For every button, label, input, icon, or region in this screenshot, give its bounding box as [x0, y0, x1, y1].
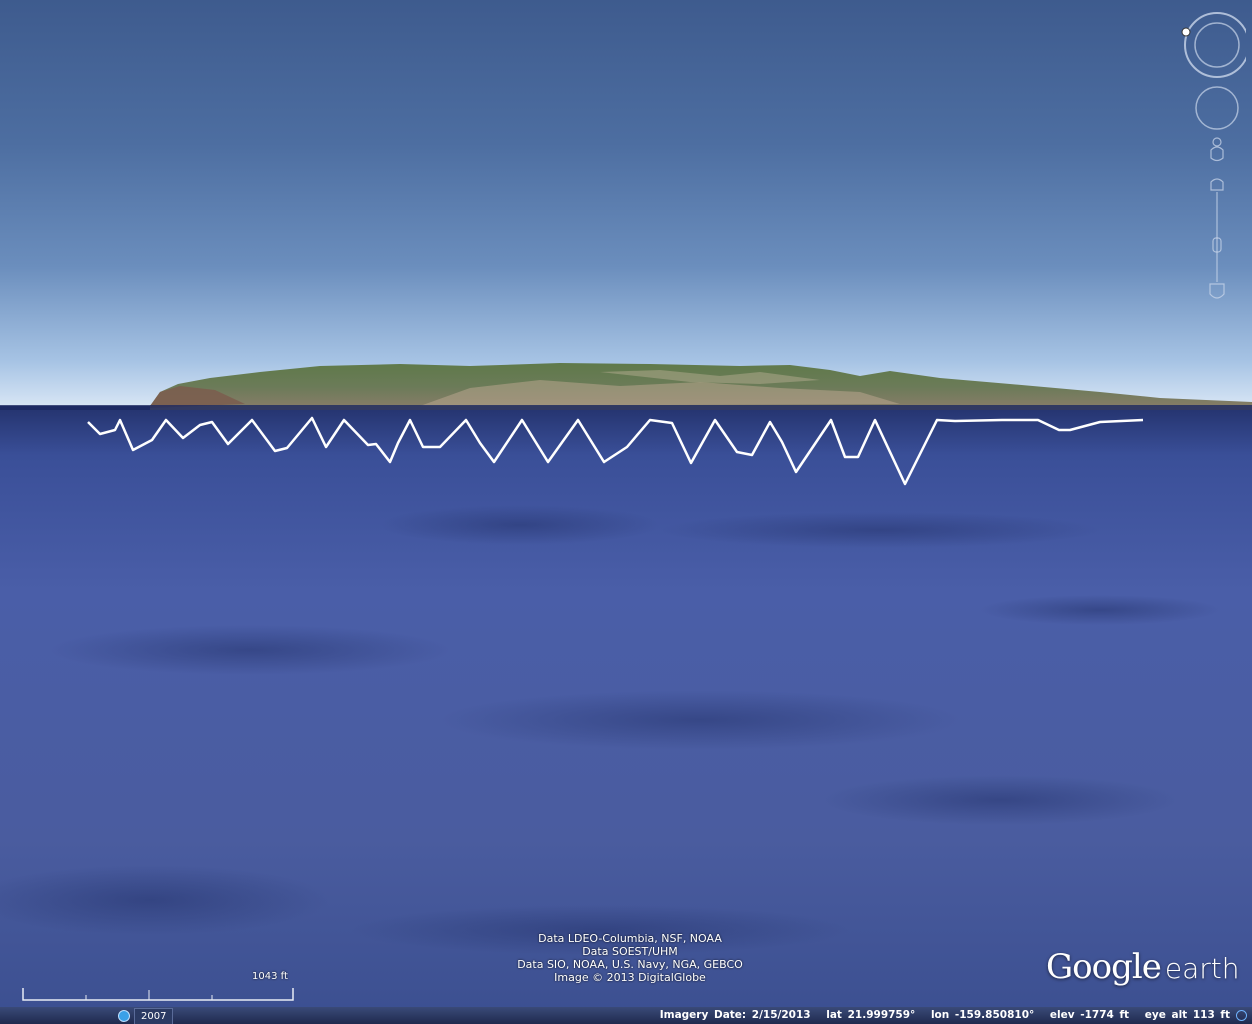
navigation-controls [1181, 12, 1246, 299]
latitude-readout: lat 21.999759° [826, 1009, 916, 1021]
zoom-slider-icon[interactable] [1209, 178, 1225, 299]
clock-icon [118, 1010, 130, 1022]
eye-altitude-readout: eye alt 113 ft [1144, 1009, 1230, 1021]
north-ring-icon[interactable] [1181, 12, 1246, 78]
look-joystick-icon[interactable] [1195, 86, 1239, 130]
scale-bar [22, 988, 294, 1001]
pegman-icon[interactable] [1210, 137, 1224, 162]
status-bar: 2007 Imagery Date: 2/15/2013 lat 21.9997… [0, 1007, 1252, 1024]
attribution-line: Data SOEST/UHM [582, 945, 678, 958]
elevation-readout: elev -1774 ft [1049, 1009, 1130, 1021]
island-slopes [420, 380, 900, 406]
historical-year: 2007 [134, 1008, 174, 1024]
logo-google-text: Google [1046, 947, 1162, 987]
attribution-line: Image © 2013 DigitalGlobe [554, 971, 706, 984]
shoreline [0, 405, 1252, 410]
google-earth-logo: Google earth [1046, 947, 1239, 987]
longitude-readout: lon -159.850810° [930, 1009, 1035, 1021]
status-readout: Imagery Date: 2/15/2013 lat 21.999759° l… [650, 1007, 1230, 1024]
island-cliffs [150, 386, 245, 408]
historical-imagery-button[interactable]: 2007 [114, 1008, 174, 1024]
streaming-indicator-icon [1236, 1010, 1247, 1021]
imagery-date: Imagery Date: 2/15/2013 [659, 1009, 811, 1021]
island-ridge [600, 370, 820, 384]
survey-track-line [87, 416, 1144, 486]
scale-label: 1043 ft [252, 971, 288, 982]
logo-earth-text: earth [1164, 952, 1240, 985]
attribution-line: Data LDEO-Columbia, NSF, NOAA [538, 932, 722, 945]
sky [0, 0, 1252, 410]
attribution-line: Data SIO, NOAA, U.S. Navy, NGA, GEBCO [517, 958, 743, 971]
